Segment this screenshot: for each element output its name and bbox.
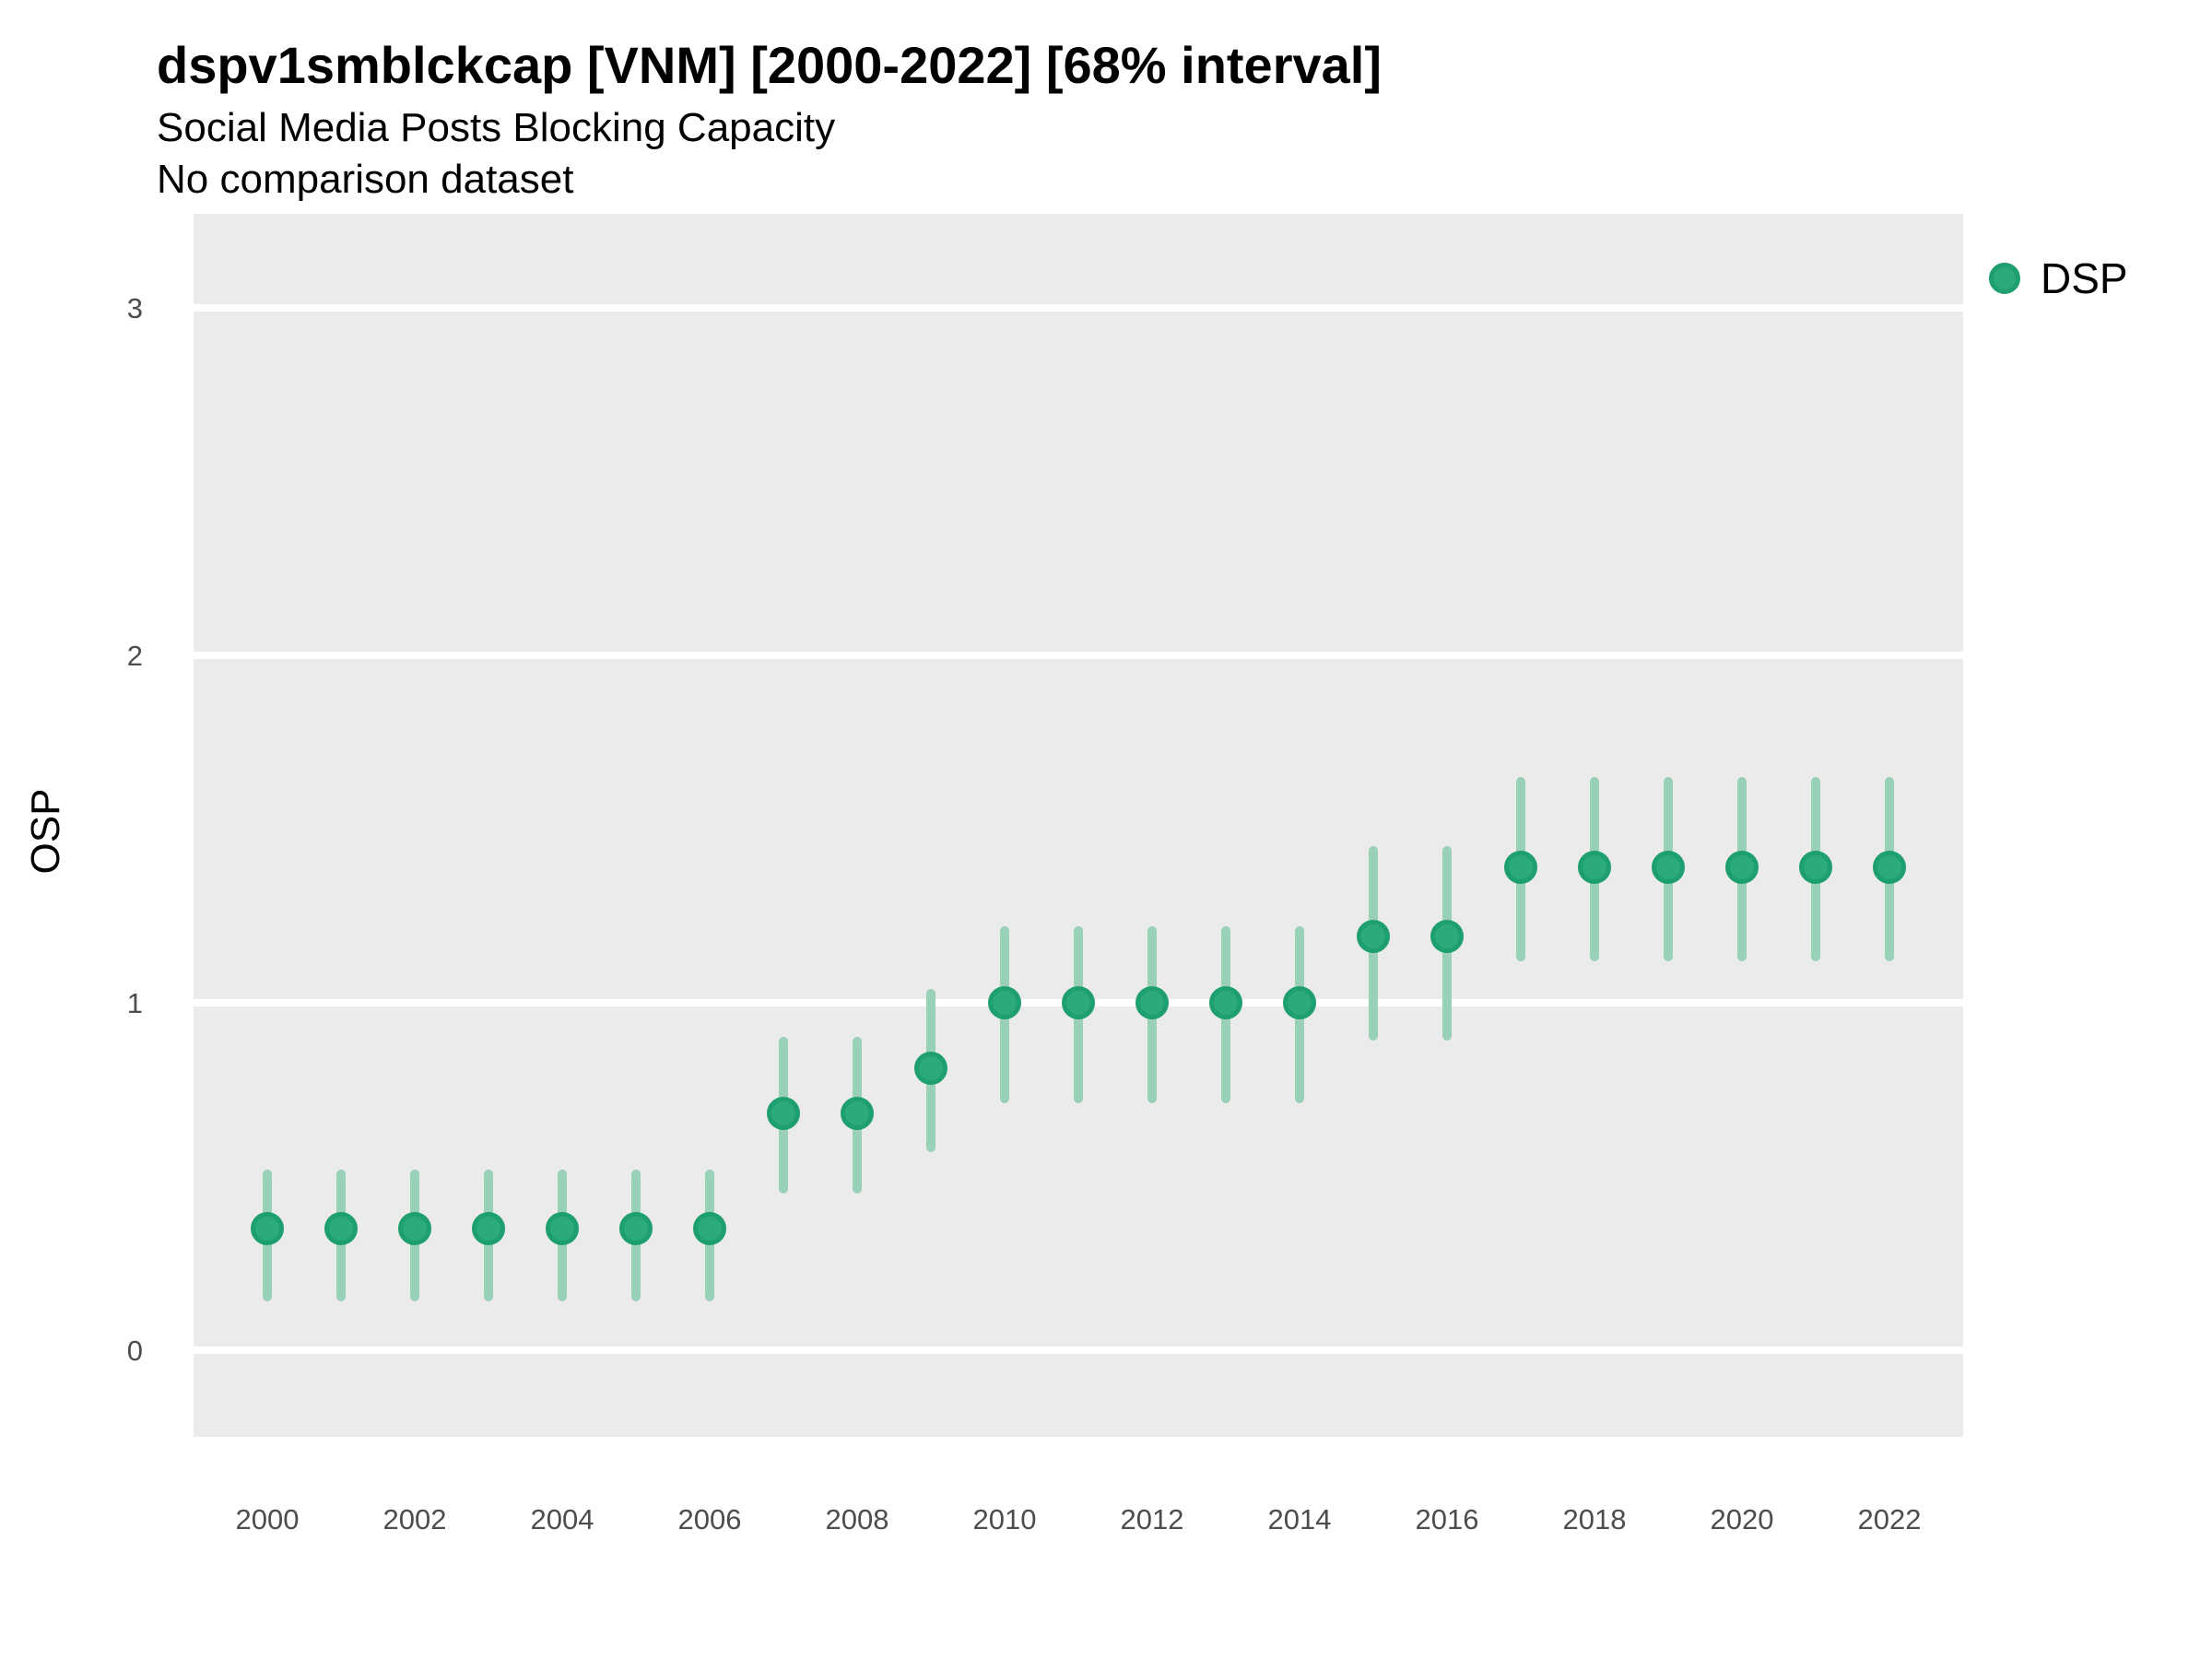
x-tick-label-2002: 2002: [382, 1503, 447, 1535]
data-point-2016: [1430, 920, 1464, 954]
y-axis-title: OSP: [23, 788, 68, 875]
data-point-2001: [324, 1211, 358, 1245]
y-tick-label-1: 1: [126, 986, 143, 1019]
x-tick-label-2016: 2016: [1415, 1503, 1479, 1535]
data-point-2010: [988, 985, 1021, 1019]
data-point-2000: [251, 1211, 284, 1245]
data-point-2014: [1283, 985, 1316, 1019]
data-point-2018: [1578, 850, 1611, 884]
data-point-2005: [619, 1211, 653, 1245]
x-tick-label-2020: 2020: [1710, 1503, 1774, 1535]
x-tick-label-2000: 2000: [235, 1503, 300, 1535]
chart-title: dspv1smblckcap [VNM] [2000-2022] [68% in…: [157, 36, 1382, 94]
data-point-2020: [1725, 850, 1759, 884]
legend-label: DSP: [2041, 254, 2128, 302]
x-tick-label-2012: 2012: [1120, 1503, 1184, 1535]
data-point-2007: [767, 1097, 800, 1131]
chart-note: No comparison dataset: [157, 157, 574, 202]
x-tick-label-2014: 2014: [1267, 1503, 1332, 1535]
x-tick-label-2018: 2018: [1562, 1503, 1627, 1535]
x-tick-label-2010: 2010: [972, 1503, 1037, 1535]
data-point-2009: [914, 1052, 947, 1086]
x-tick-label-2008: 2008: [825, 1503, 889, 1535]
data-point-2002: [398, 1211, 431, 1245]
data-point-2019: [1652, 850, 1685, 884]
gridline-y-2: [194, 651, 1963, 659]
y-tick-label-3: 3: [126, 291, 143, 324]
data-point-2003: [472, 1211, 505, 1245]
gridline-y-0: [194, 1346, 1963, 1354]
chart-subtitle: Social Media Posts Blocking Capacity: [157, 105, 836, 150]
data-point-2011: [1062, 985, 1095, 1019]
data-point-2008: [841, 1097, 874, 1131]
data-point-2017: [1504, 850, 1537, 884]
plot-panel: [194, 214, 1963, 1437]
data-point-2004: [546, 1211, 579, 1245]
data-point-2022: [1873, 850, 1906, 884]
data-point-2012: [1135, 985, 1169, 1019]
x-tick-label-2022: 2022: [1857, 1503, 1922, 1535]
data-point-2013: [1209, 985, 1242, 1019]
data-point-2021: [1799, 850, 1832, 884]
y-tick-label-0: 0: [126, 1334, 143, 1367]
data-point-2006: [693, 1211, 726, 1245]
y-tick-label-2: 2: [126, 639, 143, 672]
x-tick-label-2006: 2006: [677, 1503, 742, 1535]
data-point-2015: [1357, 920, 1390, 954]
legend-point-icon: [1989, 263, 2020, 294]
legend: DSP: [1989, 251, 2128, 306]
x-tick-label-2004: 2004: [530, 1503, 594, 1535]
gridline-y-3: [194, 303, 1963, 312]
